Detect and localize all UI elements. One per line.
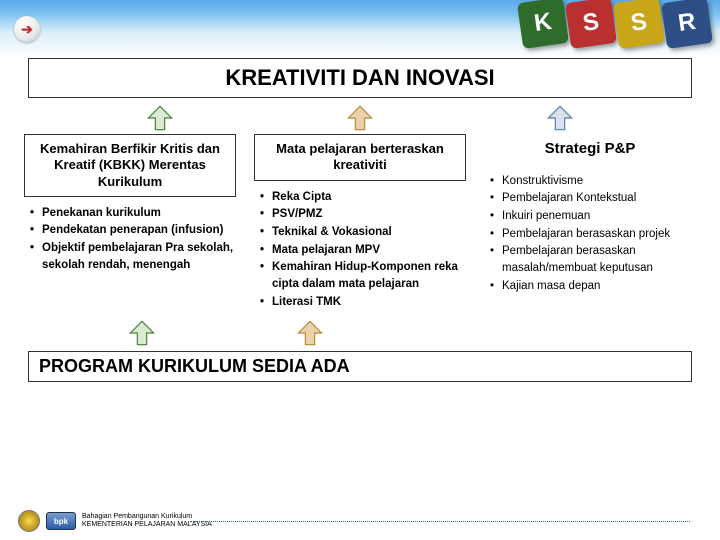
column-list: Penekanan kurikulumPendekatan penerapan … xyxy=(24,205,236,274)
list-item: Pembelajaran Kontekstual xyxy=(488,190,696,207)
up-arrow-icon xyxy=(146,104,174,132)
list-item: Mata pelajaran MPV xyxy=(258,242,466,259)
list-item: Literasi TMK xyxy=(258,294,466,311)
column-heading: Kemahiran Berfikir Kritis dan Kreatif (K… xyxy=(24,134,236,197)
column-heading: Mata pelajaran berteraskan kreativiti xyxy=(254,134,466,181)
arrows-top-row xyxy=(0,98,720,132)
column-list: KonstruktivismePembelajaran KontekstualI… xyxy=(484,173,696,295)
column-kbkk: Kemahiran Berfikir Kritis dan Kreatif (K… xyxy=(24,134,236,311)
footer: bpk Bahagian Pembangunan Kurikulum KEMEN… xyxy=(18,510,212,532)
dotted-divider xyxy=(190,521,690,522)
up-arrow-icon xyxy=(546,104,574,132)
list-item: Reka Cipta xyxy=(258,189,466,206)
list-item: Pembelajaran berasaskan masalah/membuat … xyxy=(488,243,696,276)
column-heading: Strategi P&P xyxy=(484,134,696,165)
bottom-title: PROGRAM KURIKULUM SEDIA ADA xyxy=(28,351,692,382)
list-item: Objektif pembelajaran Pra sekolah, sekol… xyxy=(28,240,236,273)
list-item: Kajian masa depan xyxy=(488,278,696,295)
up-arrow-icon xyxy=(128,319,156,347)
footer-line: KEMENTERIAN PELAJARAN MALAYSIA xyxy=(82,521,212,529)
top-decor-bar: ➔ KSSR xyxy=(0,0,720,58)
list-item: Teknikal & Vokasional xyxy=(258,224,466,241)
nav-arrow-icon: ➔ xyxy=(14,16,40,42)
column-strategy: Strategi P&P KonstruktivismePembelajaran… xyxy=(484,134,696,311)
column-subjects: Mata pelajaran berteraskan kreativiti Re… xyxy=(254,134,466,311)
up-arrow-icon xyxy=(296,319,324,347)
list-item: Kemahiran Hidup-Komponen reka cipta dala… xyxy=(258,259,466,292)
list-item: Pendekatan penerapan (infusion) xyxy=(28,222,236,239)
block-letters: KSSR xyxy=(520,0,710,46)
page-title: KREATIVITI DAN INOVASI xyxy=(28,58,692,98)
letter-block: S xyxy=(613,0,665,49)
footer-line: Bahagian Pembangunan Kurikulum xyxy=(82,513,212,521)
column-list: Reka CiptaPSV/PMZTeknikal & VokasionalMa… xyxy=(254,189,466,311)
columns-container: Kemahiran Berfikir Kritis dan Kreatif (K… xyxy=(0,134,720,311)
list-item: Inkuiri penemuan xyxy=(488,208,696,225)
list-item: Penekanan kurikulum xyxy=(28,205,236,222)
letter-block: S xyxy=(565,0,617,49)
crest-icon xyxy=(18,510,40,532)
list-item: PSV/PMZ xyxy=(258,206,466,223)
arrows-bottom-row xyxy=(0,319,720,347)
list-item: Konstruktivisme xyxy=(488,173,696,190)
up-arrow-icon xyxy=(346,104,374,132)
letter-block: K xyxy=(517,0,569,49)
bpk-logo: bpk xyxy=(46,512,76,530)
letter-block: R xyxy=(661,0,713,49)
list-item: Pembelajaran berasaskan projek xyxy=(488,226,696,243)
